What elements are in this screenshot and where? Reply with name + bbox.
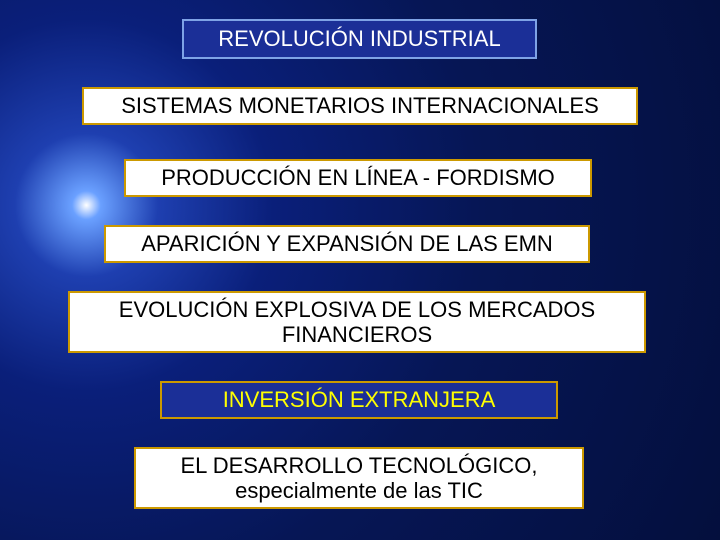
box-revolucion-industrial: REVOLUCIÓN INDUSTRIAL bbox=[182, 19, 537, 59]
box-inversion-extranjera: INVERSIÓN EXTRANJERA bbox=[160, 381, 558, 419]
box-desarrollo-tecnologico: EL DESARROLLO TECNOLÓGICO, especialmente… bbox=[134, 447, 584, 509]
slide-background: REVOLUCIÓN INDUSTRIAL SISTEMAS MONETARIOS… bbox=[0, 0, 720, 540]
box-evolucion-mercados: EVOLUCIÓN EXPLOSIVA DE LOS MERCADOS FINA… bbox=[68, 291, 646, 353]
box-produccion-fordismo: PRODUCCIÓN EN LÍNEA - FORDISMO bbox=[124, 159, 592, 197]
box-aparicion-emn: APARICIÓN Y EXPANSIÓN DE LAS EMN bbox=[104, 225, 590, 263]
box-sistemas-monetarios: SISTEMAS MONETARIOS INTERNACIONALES bbox=[82, 87, 638, 125]
